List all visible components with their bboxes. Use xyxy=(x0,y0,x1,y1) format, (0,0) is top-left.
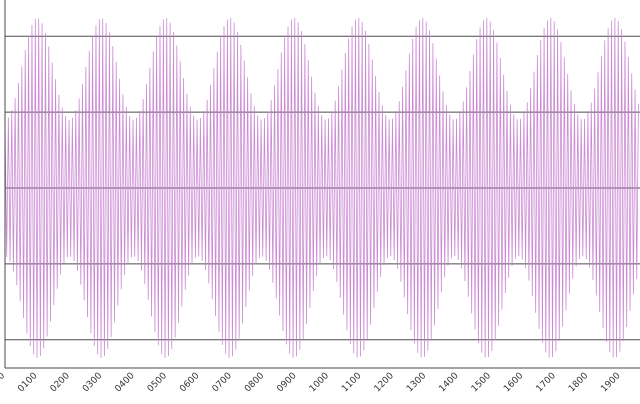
x-tick-label-0500: 0500 xyxy=(146,371,169,394)
x-tick-label-0600: 0600 xyxy=(178,371,201,394)
x-tick-label-0000: 0000 xyxy=(0,371,7,394)
x-tick-label-0700: 0700 xyxy=(211,371,234,394)
x-tick-label-1400: 1400 xyxy=(437,371,460,394)
x-tick-labels: 0000 0100 0200 0300 0400 0500 0600 0700 0800 0900… xyxy=(0,371,623,394)
x-tick-label-0800: 0800 xyxy=(243,371,266,394)
x-tick-label-1800: 1800 xyxy=(567,371,590,394)
x-tick-label-0200: 0200 xyxy=(49,371,72,394)
axes xyxy=(4,0,640,369)
x-tick-label-1300: 1300 xyxy=(405,371,428,394)
x-tick-label-1500: 1500 xyxy=(470,371,493,394)
x-tick-label-0900: 0900 xyxy=(275,371,298,394)
x-tick-label-0100: 0100 xyxy=(16,371,39,394)
x-tick-label-1200: 1200 xyxy=(373,371,396,394)
series-group xyxy=(4,17,639,358)
x-tick-label-0300: 0300 xyxy=(81,371,104,394)
x-tick-label-1100: 1100 xyxy=(340,371,363,394)
x-tick-label-1000: 1000 xyxy=(308,371,331,394)
x-tick-label-0400: 0400 xyxy=(113,371,136,394)
x-tick-label-1600: 1600 xyxy=(502,371,525,394)
x-tick-label-1900: 1900 xyxy=(599,371,622,394)
series-line-0 xyxy=(4,17,639,358)
x-tick-label-1700: 1700 xyxy=(535,371,558,394)
